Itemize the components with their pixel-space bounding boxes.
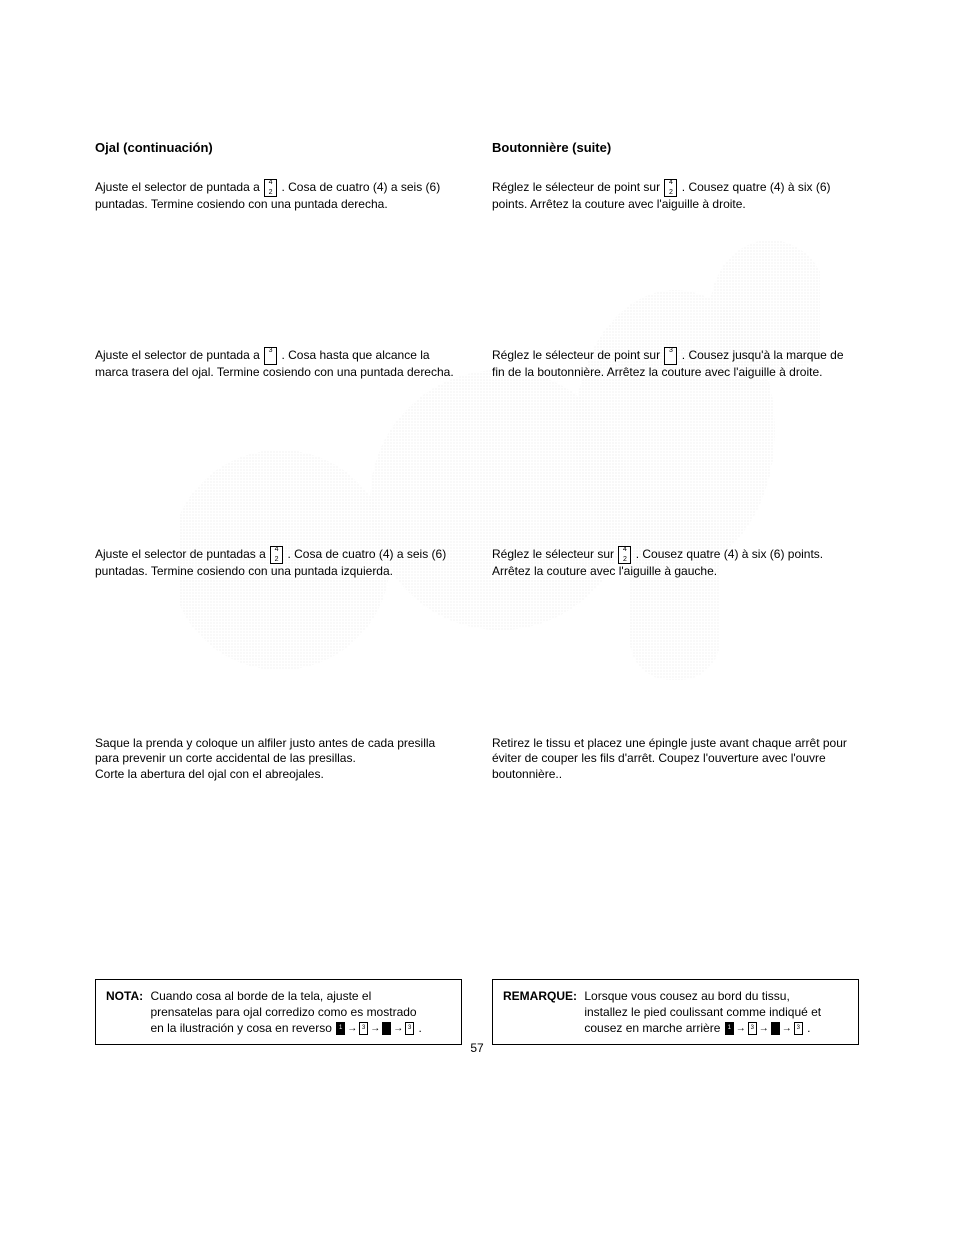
column-french: Boutonnière (suite) Réglez le sélecteur …	[492, 140, 859, 1045]
arrow-icon: →	[370, 1022, 380, 1036]
stitch-icon-3	[664, 347, 677, 365]
para-fr-1: Réglez le sélecteur de point sur . Couse…	[492, 179, 859, 213]
seq-icon: 1	[725, 1022, 734, 1035]
stitch-icon-42	[270, 546, 283, 564]
para-es-1: Ajuste el selector de puntada a . Cosa d…	[95, 179, 462, 213]
text: Réglez le sélecteur de point sur	[492, 348, 663, 362]
note-box-fr: REMARQUE: Lorsque vous cousez au bord du…	[492, 979, 859, 1046]
arrow-icon: →	[347, 1022, 357, 1036]
seq-icon: 3	[794, 1022, 803, 1035]
text: Ajuste el selector de puntada a	[95, 348, 263, 362]
para-fr-3: Réglez le sélecteur sur . Cousez quatre …	[492, 546, 859, 580]
stitch-icon-42	[664, 179, 677, 197]
stitch-icon-3	[264, 347, 277, 365]
note-text-es: Cuando cosa al borde de la tela, ajuste …	[150, 988, 430, 1037]
text: Ajuste el selector de puntada a	[95, 180, 263, 194]
text: Réglez le sélecteur sur	[492, 547, 617, 561]
note-text-fr: Lorsque vous cousez au bord du tissu, in…	[584, 988, 834, 1037]
text: Ajuste el selector de puntadas a	[95, 547, 269, 561]
arrow-icon: →	[759, 1022, 769, 1036]
para-es-3: Ajuste el selector de puntadas a . Cosa …	[95, 546, 462, 580]
seq-icon	[771, 1022, 780, 1035]
para-es-4: Saque la prenda y coloque un alfiler jus…	[95, 736, 462, 783]
note-box-es: NOTA: Cuando cosa al borde de la tela, a…	[95, 979, 462, 1046]
heading-fr: Boutonnière (suite)	[492, 140, 859, 155]
arrow-icon: →	[393, 1022, 403, 1036]
para-es-2: Ajuste el selector de puntada a . Cosa h…	[95, 347, 462, 381]
seq-icon	[382, 1022, 391, 1035]
seq-icon: 3	[405, 1022, 414, 1035]
note-label-fr: REMARQUE:	[503, 988, 577, 1004]
seq-icon: 3	[748, 1022, 757, 1035]
seq-icon: 3	[359, 1022, 368, 1035]
arrow-icon: →	[736, 1022, 746, 1036]
column-spanish: Ojal (continuación) Ajuste el selector d…	[95, 140, 462, 1045]
seq-icon: 1	[336, 1022, 345, 1035]
para-fr-4: Retirez le tissu et placez une épingle j…	[492, 736, 859, 783]
text: Réglez le sélecteur de point sur	[492, 180, 663, 194]
heading-es: Ojal (continuación)	[95, 140, 462, 155]
arrow-icon: →	[782, 1022, 792, 1036]
para-fr-2: Réglez le sélecteur de point sur . Couse…	[492, 347, 859, 381]
note-label-es: NOTA:	[106, 988, 143, 1004]
stitch-icon-42	[618, 546, 631, 564]
stitch-icon-42	[264, 179, 277, 197]
